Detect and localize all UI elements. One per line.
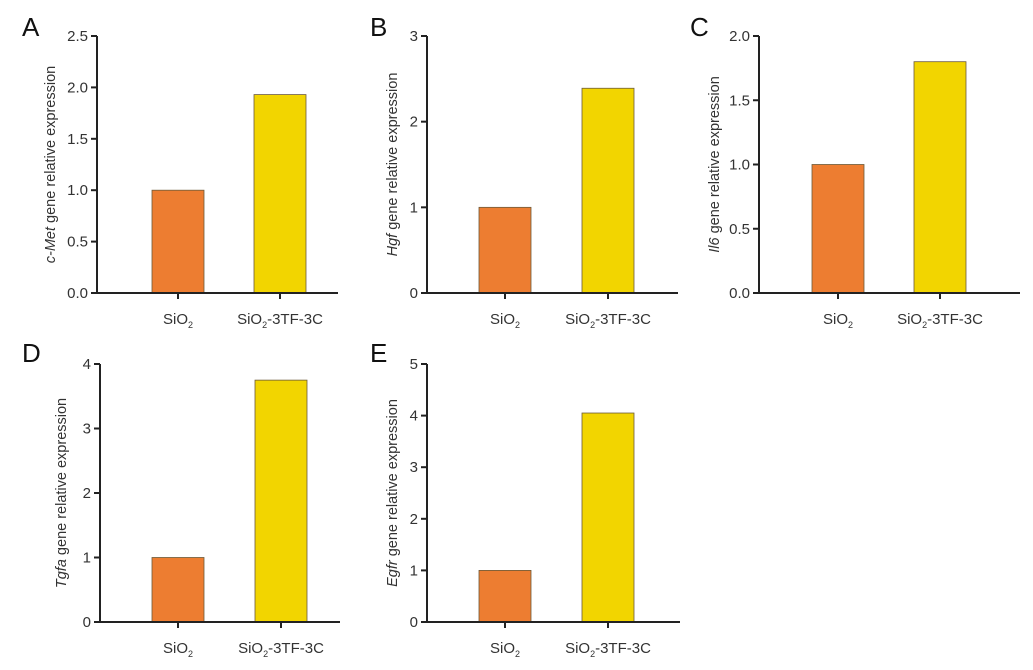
panel-d: D 0 1 2 3 4 Tgfa gene relative expression SiO2 S…	[22, 338, 340, 659]
bar-sio2	[478, 206, 532, 294]
y-axis-label: Il6 gene relative expression	[707, 76, 723, 253]
y-tick-label: 1	[83, 550, 91, 567]
x-tick-label: SiO2-3TF-3C	[565, 311, 651, 330]
panel-letter: C	[690, 12, 709, 42]
bar-sio2	[811, 164, 865, 294]
y-tick-label: 0	[410, 614, 418, 631]
panel-letter: A	[22, 12, 40, 42]
y-tick-label: 0.0	[729, 285, 750, 302]
y-tick-label: 0.5	[67, 234, 88, 251]
x-tick-label: SiO2-3TF-3C	[565, 640, 651, 659]
x-tick-label: SiO2-3TF-3C	[897, 311, 983, 330]
y-tick-label: 2.0	[67, 79, 88, 96]
y-axis-label: Tgfa gene relative expression	[54, 398, 70, 588]
gene-name: Il6	[707, 237, 723, 253]
y-tick-label: 3	[410, 459, 418, 476]
y-tick-label: 0.0	[67, 285, 88, 302]
panel-a: A 0.0 0.5 1.0 1.5 2.0 2.5 c-Met gene relative e…	[22, 12, 338, 330]
y-tick-label: 2	[410, 114, 418, 131]
x-tick-label: SiO2	[823, 311, 853, 330]
gene-name: Tgfa	[54, 559, 70, 588]
y-axis-label: Egfr gene relative expression	[385, 399, 401, 587]
y-axis-label-rest: gene relative expression	[385, 399, 401, 560]
y-tick-label: 2	[410, 511, 418, 528]
y-axis-label-rest: gene relative expression	[707, 76, 723, 237]
y-tick-label: 0	[410, 285, 418, 302]
y-tick-label: 1	[410, 199, 418, 216]
gene-name: Egfr	[385, 559, 401, 587]
panel-e: E 0 1 2 3 4 5 Egfr gene relative expression SiO2…	[370, 338, 680, 659]
panel-letter: B	[370, 12, 387, 42]
bar-sio2	[151, 557, 205, 623]
y-tick-label: 3	[83, 421, 91, 438]
x-tick-label: SiO2	[163, 640, 193, 659]
bar-sio2	[151, 189, 205, 294]
x-tick-label: SiO2	[490, 640, 520, 659]
gene-name: Hgf	[385, 232, 401, 257]
panel-b: B 0 1 2 3 Hgf gene relative expression SiO2 SiO…	[370, 12, 678, 330]
x-tick-label: SiO2	[163, 311, 193, 330]
y-axis-label-rest: gene relative expression	[54, 398, 70, 559]
bar-sio2-3tf-3c	[581, 87, 635, 294]
y-axis-label: Hgf gene relative expression	[385, 73, 401, 257]
bar-sio2-3tf-3c	[253, 94, 307, 294]
y-axis-label-rest: gene relative expression	[43, 66, 59, 227]
y-axis-label: c-Met gene relative expression	[43, 66, 59, 263]
y-tick-label: 1	[410, 562, 418, 579]
bar-sio2-3tf-3c	[913, 61, 967, 294]
y-tick-label: 5	[410, 356, 418, 373]
x-tick-label: SiO2	[490, 311, 520, 330]
y-tick-label: 3	[410, 28, 418, 45]
y-tick-label: 1.5	[729, 92, 750, 109]
y-tick-label: 0.5	[729, 221, 750, 238]
panel-letter: E	[370, 338, 387, 368]
y-tick-label: 1.0	[67, 182, 88, 199]
bar-sio2	[478, 570, 532, 623]
panel-letter: D	[22, 338, 41, 368]
panel-c: C 0.0 0.5 1.0 1.5 2.0 Il6 gene relative expres…	[690, 12, 1020, 330]
y-axis-label-rest: gene relative expression	[385, 73, 401, 234]
x-tick-label: SiO2-3TF-3C	[237, 311, 323, 330]
bar-sio2-3tf-3c	[581, 412, 635, 623]
y-tick-label: 4	[410, 408, 418, 425]
y-tick-label: 0	[83, 614, 91, 631]
y-tick-label: 4	[83, 356, 91, 373]
y-tick-label: 1.5	[67, 131, 88, 148]
y-tick-label: 2.0	[729, 28, 750, 45]
x-tick-label: SiO2-3TF-3C	[238, 640, 324, 659]
gene-name: c-Met	[43, 226, 59, 263]
y-tick-label: 2.5	[67, 28, 88, 45]
y-tick-label: 1.0	[729, 157, 750, 174]
y-tick-label: 2	[83, 485, 91, 502]
bar-sio2-3tf-3c	[254, 379, 308, 623]
